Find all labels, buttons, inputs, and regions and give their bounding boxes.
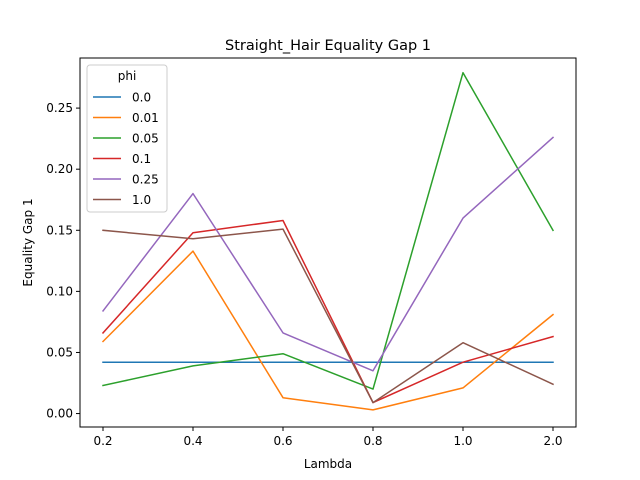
series-line-0.25 — [101, 136, 555, 372]
y-tick-label: 0.15 — [46, 223, 73, 237]
y-axis: 0.00 0.05 0.10 0.15 0.20 0.25 — [46, 101, 80, 421]
series-line-0.1 — [101, 219, 554, 404]
chart-title: Straight_Hair Equality Gap 1 — [225, 38, 431, 54]
x-tick-label: 0.8 — [363, 434, 382, 448]
legend-label: 0.05 — [132, 132, 159, 146]
legend: phi 0.0 0.01 0.05 0.1 0.25 1.0 — [86, 64, 168, 213]
y-tick-label: 0.05 — [46, 345, 73, 359]
y-tick-label: 0.10 — [46, 284, 73, 298]
x-axis-label: Lambda — [304, 457, 352, 471]
y-tick-label: 0.25 — [46, 101, 73, 115]
legend-label: 0.0 — [132, 91, 151, 105]
x-axis: 0.2 0.4 0.6 0.8 1.0 2.0 — [93, 427, 563, 448]
legend-label: 1.0 — [132, 193, 151, 207]
legend-box — [86, 64, 168, 213]
x-tick-label: 0.4 — [183, 434, 202, 448]
x-tick-label: 0.6 — [273, 434, 292, 448]
legend-title: phi — [118, 69, 137, 83]
y-tick-label: 0.00 — [46, 407, 73, 421]
legend-label: 0.1 — [132, 152, 151, 166]
series-line-1.0 — [102, 228, 554, 404]
legend-label: 0.25 — [132, 173, 159, 187]
x-tick-label: 1.0 — [453, 434, 472, 448]
plot-area-frame — [79, 57, 577, 428]
y-axis-label: Equality Gap 1 — [21, 198, 35, 286]
series-line-0.05 — [102, 71, 555, 390]
series-layer — [101, 71, 555, 411]
x-tick-label: 2.0 — [543, 434, 562, 448]
series-line-0.01 — [101, 250, 555, 411]
x-tick-label: 0.2 — [93, 434, 112, 448]
y-tick-label: 0.20 — [46, 162, 73, 176]
legend-label: 0.01 — [132, 111, 159, 125]
